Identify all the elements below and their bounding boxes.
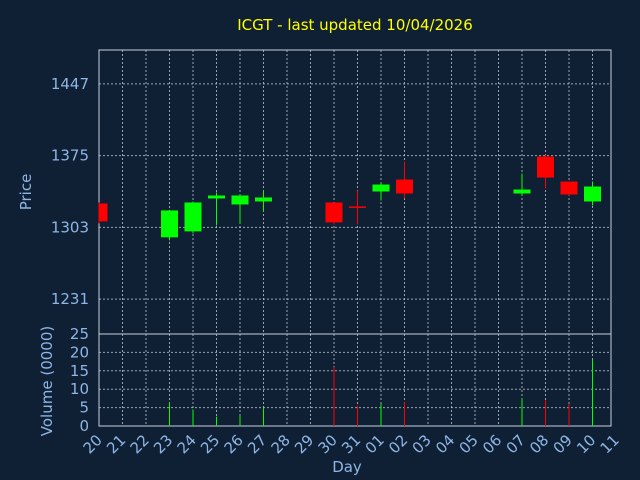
volume-tick-label: 10 [70, 380, 89, 398]
x-tick-label: 10 [573, 431, 599, 457]
x-tick-label: 23 [150, 431, 176, 457]
x-tick-label: 09 [550, 431, 576, 457]
candle [372, 182, 390, 201]
candle-body [349, 206, 366, 208]
price-panel [98, 49, 612, 335]
x-tick-label: 11 [597, 431, 623, 457]
price-tick-label: 1447 [51, 75, 89, 93]
x-tick-label: 28 [268, 431, 294, 457]
candle-body [208, 195, 225, 199]
x-tick-label: 21 [103, 431, 129, 457]
candle-body [584, 186, 601, 202]
x-tick-label: 02 [385, 431, 411, 457]
volume-tick-label: 20 [70, 343, 89, 361]
candle [560, 181, 578, 196]
candle [208, 192, 225, 226]
volume-tick-label: 25 [70, 325, 89, 343]
candle-body [396, 179, 413, 194]
price-tick-label: 1231 [51, 290, 89, 308]
x-tick-label: 07 [503, 431, 529, 457]
x-tick-label: 30 [315, 431, 341, 457]
x-tick-label: 04 [432, 431, 458, 457]
candle [255, 190, 272, 212]
candle [98, 202, 108, 224]
candle [325, 202, 343, 225]
candle [349, 190, 366, 225]
candle [161, 210, 178, 241]
x-tick-label: 06 [479, 431, 505, 457]
price-tick-label: 1303 [51, 218, 89, 236]
candle-body [325, 202, 343, 223]
x-axis-label: Day [332, 458, 362, 476]
candle [396, 161, 413, 199]
candle-body [231, 195, 249, 205]
x-tick-label: 24 [174, 431, 200, 457]
volume-tick-label: 5 [79, 399, 89, 417]
volume-bars [169, 359, 593, 426]
x-tick-label: 05 [456, 431, 482, 457]
x-tick-label: 08 [526, 431, 552, 457]
x-tick-label: 03 [409, 431, 435, 457]
candle-body [161, 210, 178, 238]
x-tick-label: 27 [244, 431, 270, 457]
x-ticks: 2021222324252627282930310102030405060708… [80, 431, 623, 457]
candle [513, 173, 531, 196]
chart-title: ICGT - last updated 10/04/2026 [237, 16, 473, 34]
candle [584, 181, 601, 206]
x-tick-label: 20 [80, 431, 106, 457]
candle-body [560, 181, 578, 195]
price-tick-label: 1375 [51, 147, 89, 165]
candle [231, 194, 249, 224]
candle-body [255, 197, 272, 202]
x-tick-label: 01 [362, 431, 388, 457]
volume-tick-label: 0 [79, 417, 89, 435]
x-tick-label: 29 [291, 431, 317, 457]
x-tick-label: 31 [338, 431, 364, 457]
x-tick-label: 25 [197, 431, 223, 457]
candle-body [537, 156, 554, 178]
candle-body [184, 202, 202, 232]
candle-body [372, 184, 390, 192]
volume-panel [98, 333, 612, 427]
volume-tick-label: 15 [70, 362, 89, 380]
candle-body [99, 203, 108, 222]
volume-axis-label: Volume (0000) [38, 326, 56, 436]
x-tick-label: 26 [221, 431, 247, 457]
candle [537, 154, 554, 189]
candle-body [513, 189, 531, 194]
candles [98, 154, 601, 241]
price-axis-label: Price [17, 174, 35, 211]
x-tick-label: 22 [127, 431, 153, 457]
candle [184, 201, 202, 234]
